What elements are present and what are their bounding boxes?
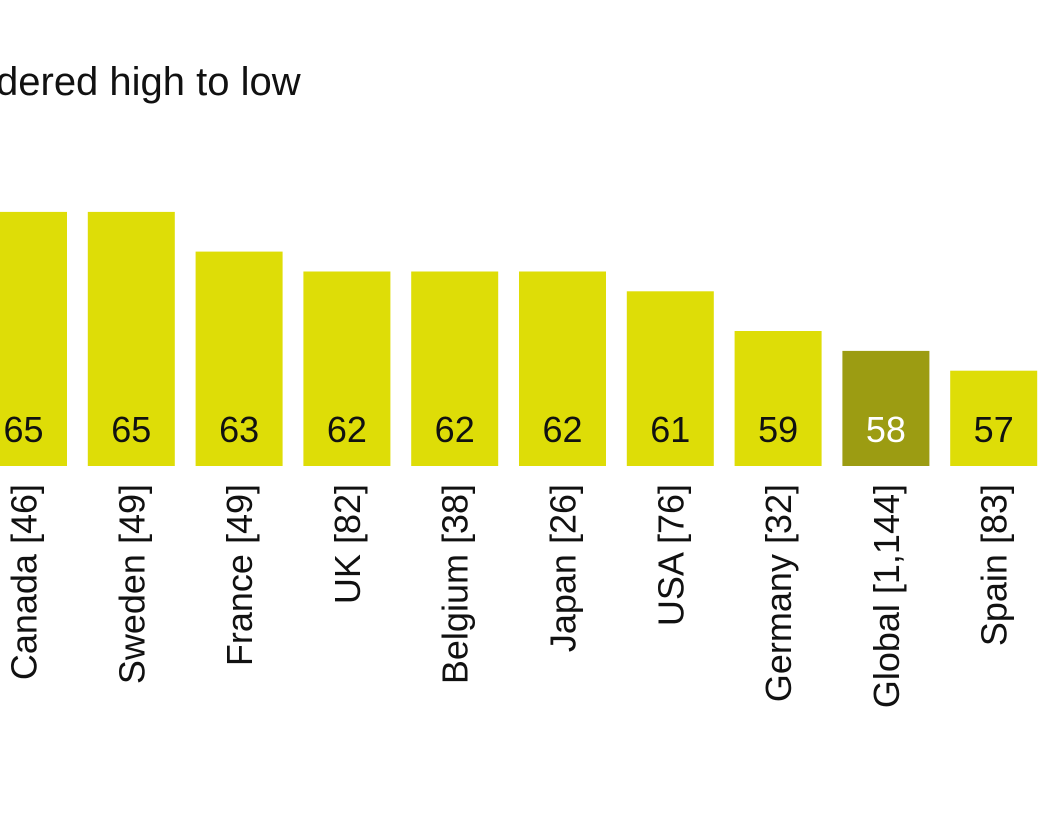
- category-label-3: France [49]: [219, 484, 260, 666]
- bar-2: [87, 211, 175, 466]
- value-label-3: 63: [219, 409, 259, 450]
- value-label-10: 57: [974, 409, 1014, 450]
- bar-1: [0, 211, 67, 466]
- category-label-8: Germany [32]: [758, 484, 799, 702]
- value-label-9: 58: [866, 409, 906, 450]
- bar-10: [950, 370, 1038, 466]
- value-label-8: 59: [758, 409, 798, 450]
- bar-7: [626, 291, 714, 466]
- category-label-9: Global [1,144]: [866, 484, 907, 708]
- category-label-7: USA [76]: [650, 484, 691, 626]
- category-label-1: Canada [46]: [4, 484, 45, 680]
- bar-6: [519, 271, 606, 466]
- bars-group: [0, 211, 1038, 466]
- bar-3: [195, 251, 283, 466]
- bar-9: [842, 350, 930, 466]
- chart-title: dered high to low: [0, 60, 301, 104]
- category-label-10: Spain [83]: [974, 484, 1015, 646]
- value-label-5: 62: [435, 409, 475, 450]
- category-label-5: Belgium [38]: [435, 484, 476, 684]
- bar-4: [303, 271, 391, 466]
- category-label-6: Japan [26]: [543, 484, 584, 652]
- value-label-7: 61: [650, 409, 690, 450]
- value-label-4: 62: [327, 409, 367, 450]
- bar-8: [734, 331, 822, 466]
- category-labels-group: Canada [46] Sweden [49] France [49] UK [82]…: [4, 484, 1015, 708]
- value-label-6: 62: [542, 409, 582, 450]
- value-label-2: 65: [111, 409, 151, 450]
- value-labels-group: 65 65 63 62 62 62 61 59 58 57: [3, 409, 1013, 450]
- category-label-2: Sweden [49]: [111, 484, 152, 684]
- category-label-4: UK [82]: [327, 484, 368, 604]
- bar-5: [411, 271, 499, 466]
- value-label-1: 65: [3, 409, 43, 450]
